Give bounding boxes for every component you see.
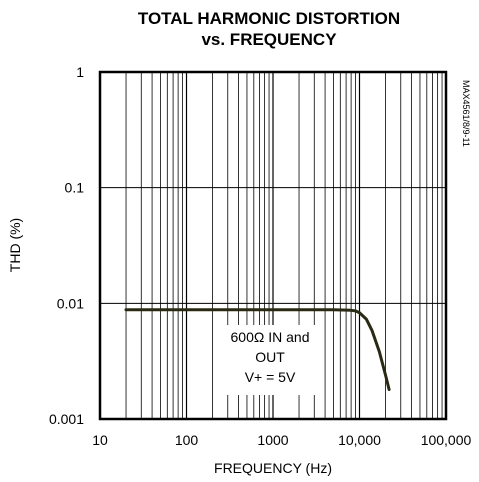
annotation-line-1: 600Ω IN and [231,329,310,345]
annotation-line-3: V+ = 5V [245,369,296,385]
thd-series-line [124,308,391,391]
annotation-line-2: OUT [255,349,285,365]
y-tick-label: 0.001 [49,411,84,427]
annotation-background [222,325,318,395]
series-group [124,308,391,391]
chart-title-line-1: TOTAL HARMONIC DISTORTION [138,9,400,28]
x-tick-label: 100 [175,432,199,448]
y-tick-label: 0.1 [65,180,85,196]
y-tick-label: 0.01 [57,295,84,311]
y-tick-labels: 1 0.1 0.01 0.001 [49,64,84,427]
plot-frame [98,70,448,421]
x-tick-labels: 10 100 1000 10,000 100,000 [92,432,471,448]
x-tick-label: 100,000 [421,432,472,448]
x-axis-label: FREQUENCY (Hz) [214,460,332,476]
chart-title-line-2: vs. FREQUENCY [201,30,337,49]
x-tick-label: 1000 [257,432,288,448]
part-number-label: MAX4561/8/9-11 [461,80,471,147]
x-tick-label: 10,000 [338,432,381,448]
y-tick-label: 1 [76,64,84,80]
y-axis-label: THD (%) [7,218,23,272]
x-tick-label: 10 [92,432,108,448]
